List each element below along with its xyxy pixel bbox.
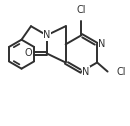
Text: N: N (98, 39, 106, 49)
Text: Cl: Cl (117, 67, 126, 77)
Text: N: N (82, 67, 90, 77)
Text: O: O (25, 48, 32, 58)
Text: N: N (43, 30, 50, 40)
Text: Cl: Cl (77, 5, 86, 15)
